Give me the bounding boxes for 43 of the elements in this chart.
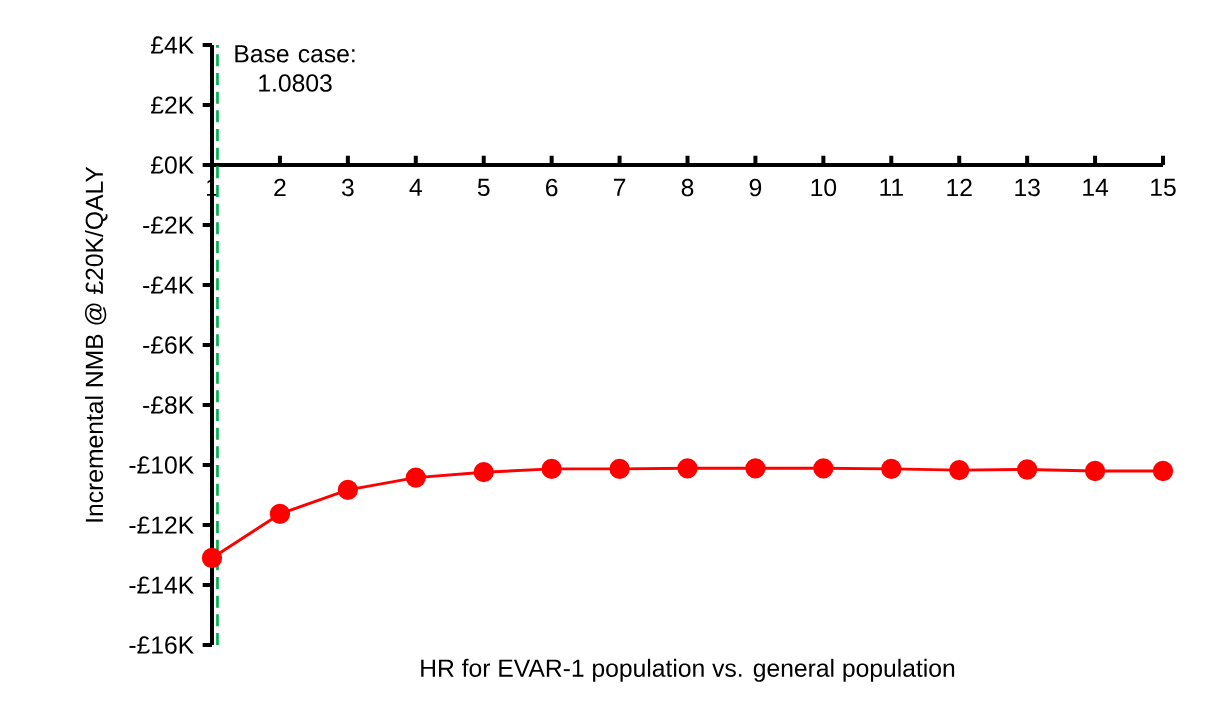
y-tick-label: -£8K (143, 396, 194, 414)
y-tick-label: £2K (150, 96, 194, 114)
x-axis-title: HR for EVAR-1 population vs. general population (421, 658, 955, 682)
x-tick-label: 15 (1151, 178, 1176, 197)
x-tick-label: 11 (880, 178, 903, 196)
y-tick-label: £4K (150, 36, 194, 54)
point (677, 458, 698, 479)
x-tick-label: 6 (546, 178, 558, 197)
point (813, 458, 834, 479)
x-tick-label: 9 (749, 178, 762, 197)
y-tick-label: -£2K (143, 216, 194, 234)
y-tick-label: -£14K (129, 576, 194, 594)
y-tick-label: -£4K (143, 276, 194, 294)
y-tick-label: £0K (150, 156, 194, 174)
x-tick-label: 10 (811, 178, 837, 197)
y-tick-label: -£10K (129, 456, 194, 474)
y-axis-title: Incremental NMB @ £20K/QALY (84, 166, 108, 522)
x-tick-label: 12 (947, 178, 972, 197)
x-tick-label: 2 (274, 178, 286, 197)
point (609, 458, 630, 480)
point (949, 459, 970, 481)
y-tick-label: -£12K (129, 516, 194, 534)
x-tick-label: 8 (681, 178, 694, 197)
x-tick-label: 5 (477, 178, 490, 197)
point (201, 547, 223, 569)
x-tick-label: 4 (409, 178, 422, 196)
point (881, 458, 902, 480)
y-tick-label: -£16K (129, 636, 194, 654)
point (1152, 460, 1174, 482)
point (541, 458, 562, 480)
point (269, 503, 291, 525)
point (473, 462, 494, 483)
x-tick-label: 3 (341, 178, 354, 197)
point (337, 479, 358, 501)
ref-line-label: Base case: 1.0803 (235, 45, 355, 92)
point (405, 467, 426, 488)
y-tick-label: -£6K (143, 336, 194, 354)
point (1017, 459, 1038, 480)
x-tick-label: 7 (613, 178, 626, 196)
point (1084, 460, 1106, 482)
x-tick-label: 14 (1083, 178, 1109, 196)
x-tick-label: 13 (1015, 178, 1040, 197)
point (745, 458, 766, 479)
